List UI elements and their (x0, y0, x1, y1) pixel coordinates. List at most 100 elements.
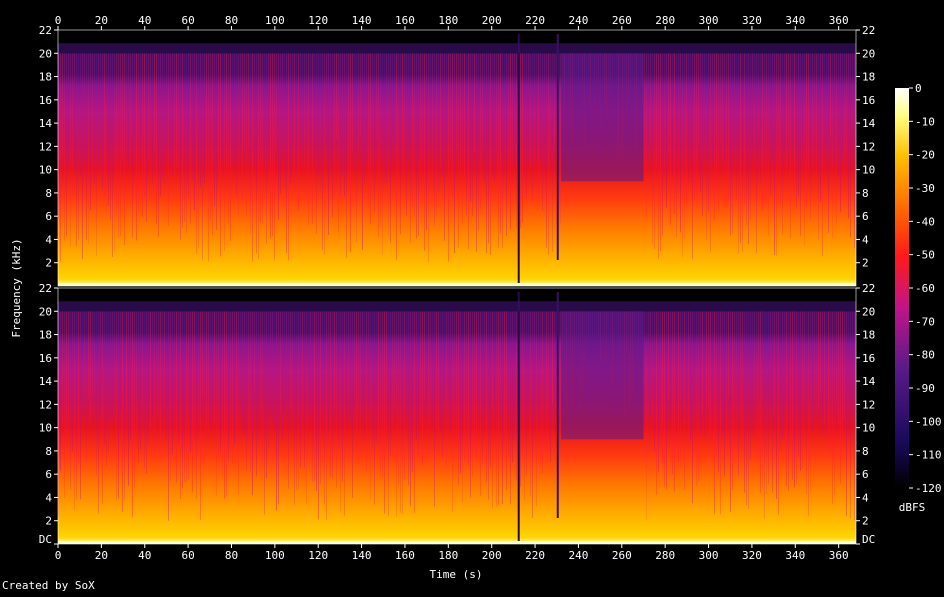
colorbar-tick-label: -50 (915, 249, 935, 262)
y-tick-label-left: 14 (39, 375, 53, 388)
x-tick-label-bottom: 340 (785, 549, 805, 562)
x-tick-label-top: 180 (438, 14, 458, 27)
y-tick-label-right: 22 (862, 24, 875, 37)
cutoff-fringe-panel-1 (58, 43, 856, 54)
x-tick-label-top: 220 (525, 14, 545, 27)
colorbar-tick-label: 0 (915, 82, 922, 95)
colorbar-tick-label: -20 (915, 149, 935, 162)
x-tick-label-top: 160 (395, 14, 415, 27)
x-tick-label-bottom: 360 (829, 549, 849, 562)
y-tick-label-right: 18 (862, 329, 875, 342)
y-tick-label-right: 12 (862, 398, 875, 411)
y-tick-label-left: 18 (39, 71, 52, 84)
credit-text: Created by SoX (2, 579, 95, 592)
x-tick-label-top: 140 (352, 14, 372, 27)
y-tick-label-left: 18 (39, 329, 52, 342)
y-tick-label-left: 20 (39, 47, 52, 60)
x-tick-label-bottom: 180 (438, 549, 458, 562)
x-tick-label-bottom: 280 (655, 549, 675, 562)
y-tick-label-left: 16 (39, 352, 52, 365)
dropout-line-a-panel-2 (517, 292, 520, 544)
y-tick-label-right: 14 (862, 117, 876, 130)
y-tick-label-left: 2 (45, 257, 52, 270)
y-tick-label-right: 6 (862, 468, 869, 481)
x-tick-label-top: 260 (612, 14, 632, 27)
x-tick-label-top: 320 (742, 14, 762, 27)
x-tick-label-bottom: 240 (568, 549, 588, 562)
y-tick-label-right: 14 (862, 375, 876, 388)
x-tick-label-top: 300 (699, 14, 719, 27)
dropout-line-b-panel-2 (556, 292, 559, 518)
colorbar-label: dBFS (899, 501, 926, 514)
spectrum-energy-panel-1 (58, 53, 856, 286)
y-tick-label-right: 8 (862, 187, 869, 200)
x-tick-label-bottom: 220 (525, 549, 545, 562)
dc-band-panel-1 (58, 283, 856, 286)
y-tick-label-right: 2 (862, 257, 869, 270)
y-tick-label-right: 4 (862, 491, 869, 504)
y-tick-label-right: 20 (862, 47, 875, 60)
quiet-region-panel-1 (561, 53, 644, 182)
y-tick-label-right: 16 (862, 352, 875, 365)
colorbar-tick-label: -100 (915, 415, 942, 428)
quiet-region-panel-2 (561, 311, 644, 440)
y-tick-label-left: 8 (45, 187, 52, 200)
y-tick-label-left: 12 (39, 140, 52, 153)
y-tick-label-right: 20 (862, 305, 875, 318)
colorbar-tick-label: -110 (915, 449, 942, 462)
colorbar-tick-label: -90 (915, 382, 935, 395)
colorbar-tick-label: -40 (915, 215, 935, 228)
y-tick-label-right: 6 (862, 210, 869, 223)
y-tick-label-right: 22 (862, 282, 875, 295)
spectrum-texture-panel-1 (58, 53, 855, 263)
x-tick-label-top: 120 (308, 14, 328, 27)
colorbar-tick-label: -60 (915, 282, 935, 295)
x-tick-label-bottom: 140 (352, 549, 372, 562)
colorbar-tick-label: -80 (915, 349, 935, 362)
y-tick-label-right: 10 (862, 164, 875, 177)
y-tick-label-left: DC (39, 533, 52, 546)
y-tick-label-left: 10 (39, 164, 52, 177)
x-tick-label-bottom: 300 (699, 549, 719, 562)
y-axis-label: Frequency (kHz) (10, 238, 23, 337)
y-tick-label-right: 4 (862, 233, 869, 246)
x-tick-label-top: 80 (225, 14, 238, 27)
y-tick-label-left: 6 (45, 210, 52, 223)
y-tick-label-left: 16 (39, 94, 52, 107)
x-tick-label-top: 20 (95, 14, 108, 27)
y-tick-label-left: 2 (45, 515, 52, 528)
x-tick-label-top: 340 (785, 14, 805, 27)
y-tick-label-right: 12 (862, 140, 875, 153)
y-tick-label-left: 8 (45, 445, 52, 458)
panel-frame-2 (57, 287, 857, 545)
colorbar-tick-label: -120 (915, 482, 942, 495)
x-tick-label-top: 360 (829, 14, 849, 27)
y-tick-label-right: 10 (862, 422, 875, 435)
y-tick-label-left: 6 (45, 468, 52, 481)
cutoff-fringe-panel-2 (58, 301, 856, 312)
x-tick-label-top: 200 (482, 14, 502, 27)
y-tick-label-right: 2 (862, 515, 869, 528)
y-tick-label-right: 16 (862, 94, 875, 107)
dropout-line-b-panel-1 (556, 34, 559, 260)
x-tick-label-bottom: 40 (138, 549, 151, 562)
y-tick-label-right: 18 (862, 71, 875, 84)
x-tick-label-top: 240 (568, 14, 588, 27)
x-tick-label-bottom: 60 (181, 549, 194, 562)
x-tick-label-top: 40 (138, 14, 151, 27)
y-tick-label-left: 4 (45, 491, 52, 504)
y-tick-label-left: 4 (45, 233, 52, 246)
y-tick-label-left: 20 (39, 305, 52, 318)
x-tick-label-bottom: 0 (55, 549, 62, 562)
x-tick-label-top: 0 (55, 14, 62, 27)
colorbar-tick-label: -10 (915, 115, 935, 128)
x-tick-label-bottom: 100 (265, 549, 285, 562)
x-tick-label-bottom: 260 (612, 549, 632, 562)
x-tick-label-bottom: 120 (308, 549, 328, 562)
y-tick-label-left: 22 (39, 24, 52, 37)
x-tick-label-top: 60 (181, 14, 194, 27)
spectrum-energy-panel-2 (58, 311, 856, 544)
y-tick-label-left: 12 (39, 398, 52, 411)
